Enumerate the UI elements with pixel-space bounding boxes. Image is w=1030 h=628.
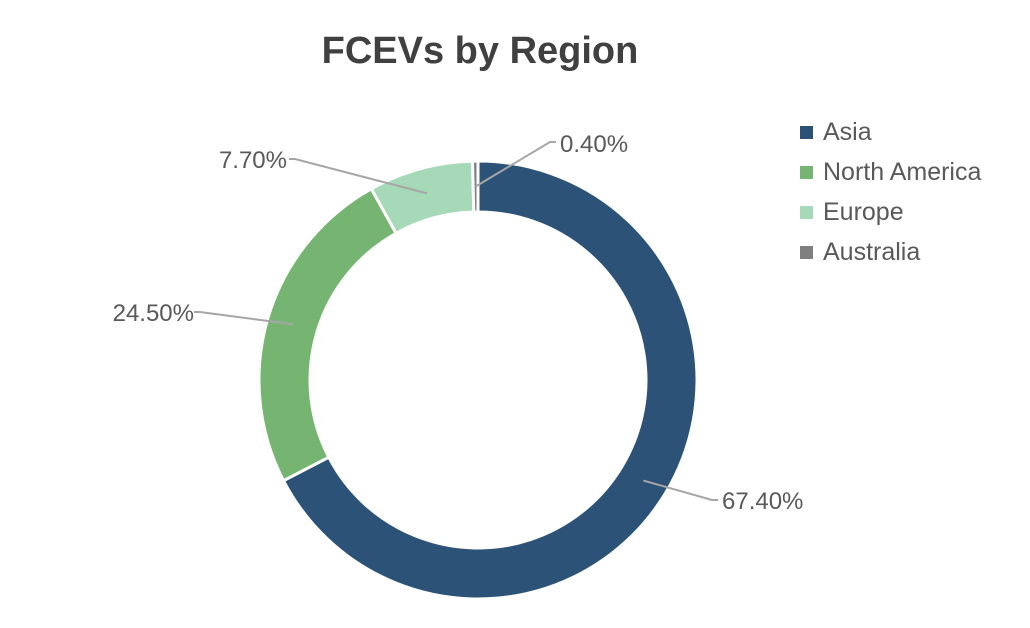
leader-line-europe [289, 158, 428, 195]
legend-label-europe: Europe [823, 197, 904, 226]
leader-line-asia [643, 479, 718, 501]
slice-asia[interactable] [281, 159, 699, 601]
legend-swatch-europe [800, 205, 813, 219]
leader-line-australia [475, 141, 556, 188]
chart-title: FCEVs by Region [321, 30, 639, 72]
legend-label-north-america: North America [823, 157, 982, 186]
legend-swatch-australia [800, 245, 813, 259]
donut-slices [257, 159, 699, 601]
data-label-asia: 67.40% [722, 488, 803, 515]
legend-label-asia: Asia [823, 117, 872, 146]
data-labels: 67.40% 24.50% 7.70% 0.40% [113, 131, 804, 515]
legend: Asia North America Europe Australia [800, 112, 981, 272]
data-label-europe: 7.70% [219, 147, 287, 174]
legend-item-australia[interactable]: Australia [800, 232, 981, 272]
data-label-australia: 0.40% [560, 131, 628, 158]
data-label-north-america: 24.50% [113, 300, 194, 327]
leader-lines [194, 141, 718, 501]
slice-north-america[interactable] [257, 186, 399, 483]
legend-item-asia[interactable]: Asia [800, 112, 981, 152]
slice-australia[interactable] [470, 159, 480, 214]
legend-swatch-asia [800, 125, 813, 139]
legend-label-australia: Australia [823, 237, 921, 266]
legend-item-north-america[interactable]: North America [800, 152, 981, 192]
legend-swatch-north-america [800, 165, 813, 179]
legend-item-europe[interactable]: Europe [800, 192, 981, 232]
leader-line-north-america [194, 311, 293, 326]
